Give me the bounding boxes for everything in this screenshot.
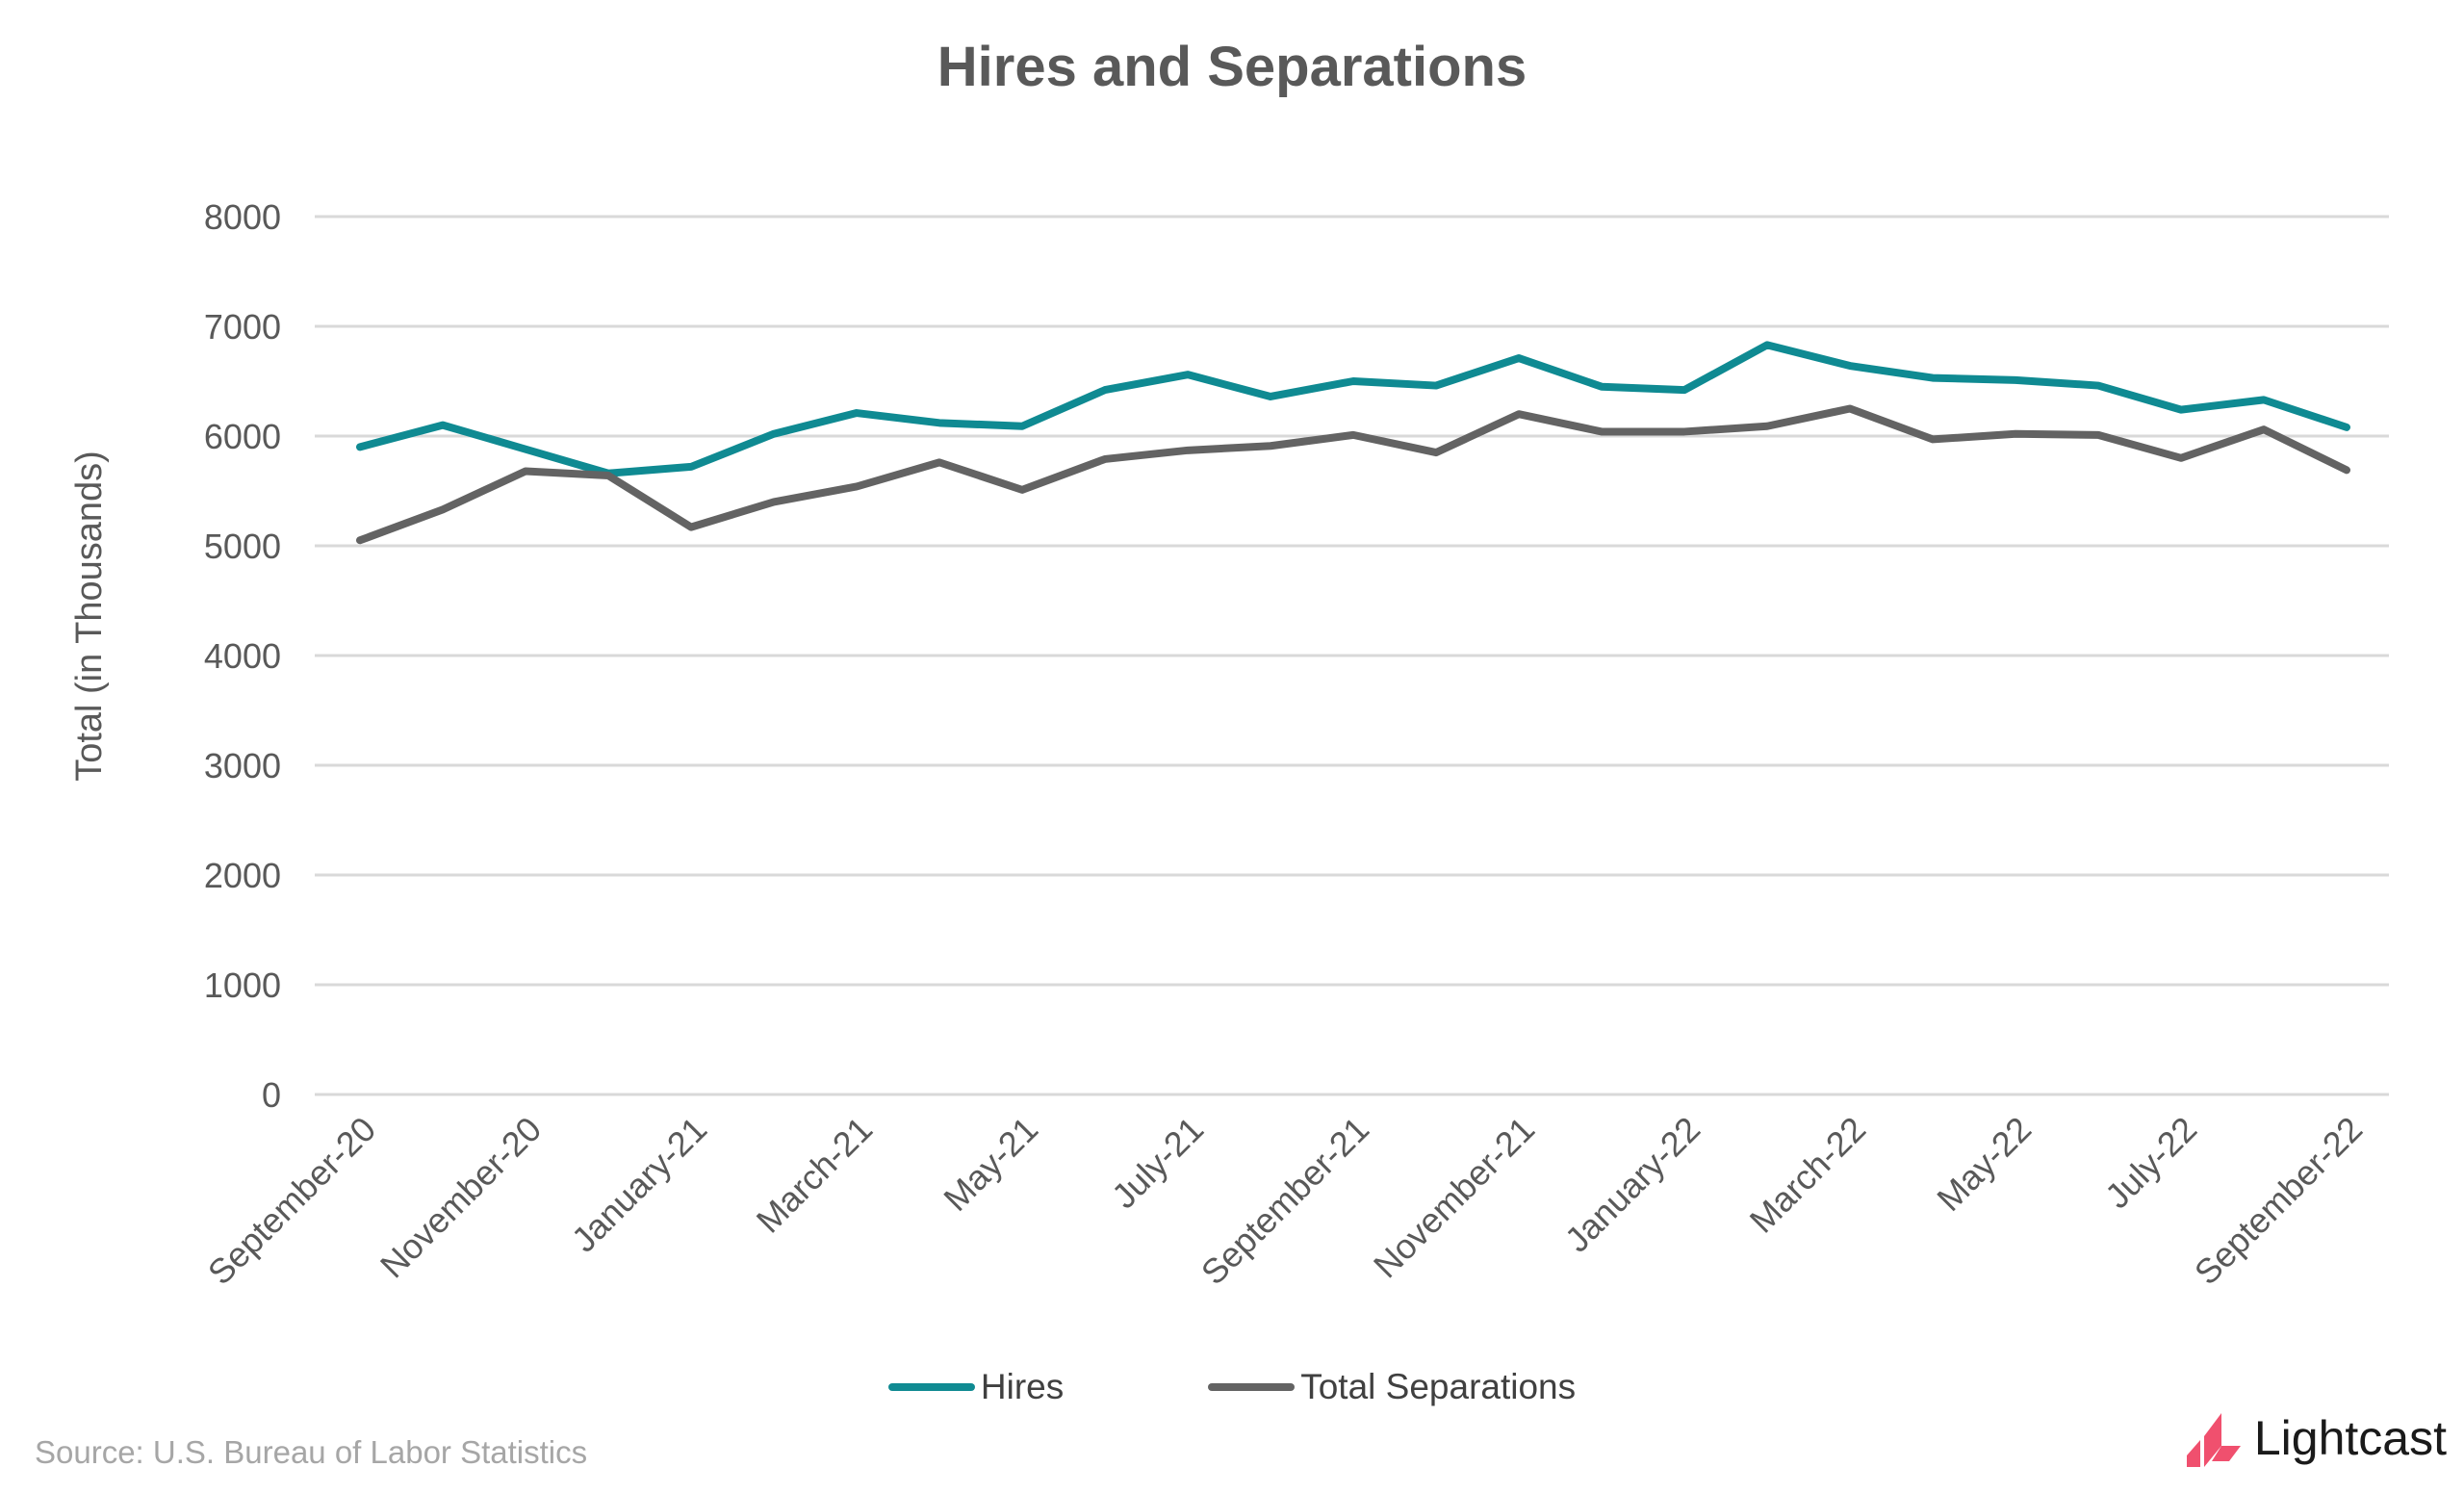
lightcast-logo-icon [2186, 1413, 2241, 1467]
legend-label-hires: Hires [980, 1367, 1065, 1406]
y-tick-label: 6000 [204, 417, 281, 456]
y-tick-label: 5000 [204, 527, 281, 566]
y-tick-label: 3000 [204, 746, 281, 785]
source-note: Source: U.S. Bureau of Labor Statistics [35, 1434, 588, 1470]
x-tick-label: March-21 [749, 1109, 881, 1241]
y-tick-label: 1000 [204, 965, 281, 1005]
y-tick-label: 0 [262, 1075, 281, 1115]
x-tick-label: November-20 [372, 1109, 549, 1285]
x-tick-label: September-21 [1194, 1109, 1376, 1292]
series-line-hires [356, 341, 2350, 477]
legend-item-hires: Hires [887, 1367, 1065, 1407]
y-axis-label: Total (in Thousands) [69, 450, 110, 782]
logo-text: Lightcast [2253, 1411, 2447, 1465]
x-tick-label: May-21 [936, 1109, 1045, 1219]
x-tick-label: September-22 [2187, 1109, 2370, 1292]
y-tick-label: 7000 [204, 307, 281, 347]
chart-title: Hires and Separations [937, 36, 1527, 98]
legend-label-separations: Total Separations [1300, 1367, 1577, 1406]
x-tick-label: March-22 [1742, 1109, 1874, 1241]
x-tick-label: July-21 [1104, 1109, 1211, 1216]
x-tick-label: November-21 [1366, 1109, 1542, 1285]
x-tick-label: January-22 [1557, 1109, 1707, 1259]
x-tick-label: January-21 [564, 1109, 714, 1259]
legend-item-separations: Total Separations [1208, 1367, 1576, 1407]
x-tick-label: September-20 [200, 1109, 383, 1292]
lightcast-logo: Lightcast [2183, 1407, 2447, 1469]
x-tick-label: July-22 [2097, 1109, 2204, 1216]
line-chart: 0 1000 2000 3000 4000 5000 6000 7000 8000 Septem… [69, 197, 2389, 1292]
x-tick-label: May-22 [1929, 1109, 2039, 1219]
y-tick-label: 2000 [204, 856, 281, 895]
legend-swatch-separations [1208, 1383, 1296, 1391]
y-tick-label: 4000 [204, 636, 281, 676]
legend: Hires Total Separations [0, 1367, 2464, 1407]
y-tick-label: 8000 [204, 197, 281, 237]
series-line-total-separations [356, 404, 2350, 545]
legend-swatch-hires [887, 1383, 975, 1391]
